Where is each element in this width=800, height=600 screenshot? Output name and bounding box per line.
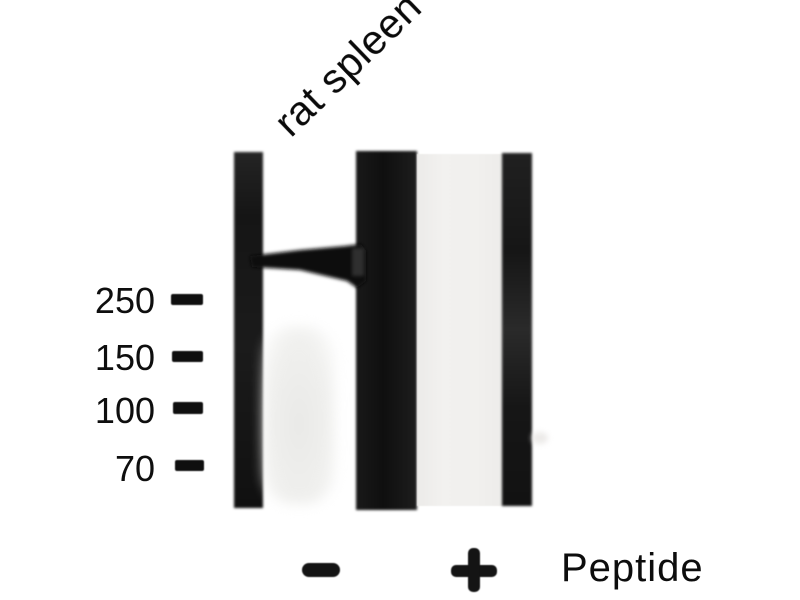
sample-label: rat spleen bbox=[265, 0, 431, 146]
film-edge-right bbox=[502, 153, 532, 506]
lane1-background-smear bbox=[263, 326, 335, 504]
peptide-row-label: Peptide bbox=[561, 546, 704, 590]
protein-band bbox=[250, 244, 366, 288]
plus-symbol: + bbox=[451, 548, 497, 592]
film-edge-middle bbox=[356, 151, 417, 510]
plus-vertical-bar bbox=[468, 548, 480, 592]
mw-tick-150 bbox=[172, 351, 203, 362]
mw-label-250: 250 bbox=[94, 280, 155, 321]
plus-symbol-text: + bbox=[451, 548, 452, 549]
minus-symbol: − bbox=[302, 563, 340, 577]
minus-symbol-text: − bbox=[302, 563, 303, 564]
mw-label-150: 150 bbox=[94, 337, 155, 378]
film-edge-left bbox=[234, 152, 263, 508]
scan-artifact-speck bbox=[532, 432, 548, 444]
lane2-peptide-blocked bbox=[417, 154, 503, 506]
mw-tick-70 bbox=[175, 460, 204, 471]
mw-tick-250 bbox=[171, 294, 203, 305]
mw-label-100: 100 bbox=[94, 390, 155, 431]
mw-label-70: 70 bbox=[114, 448, 155, 489]
mw-tick-100 bbox=[173, 402, 203, 414]
